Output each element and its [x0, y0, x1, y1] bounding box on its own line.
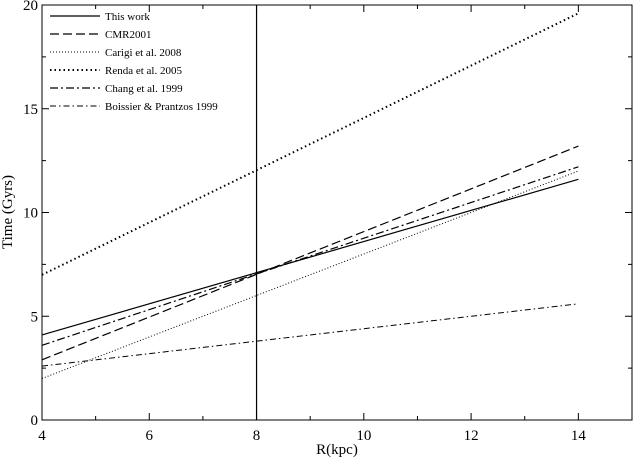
legend-label-2: Carigi et al. 2008 [105, 47, 182, 59]
x-tick-label: 4 [38, 428, 46, 444]
y-tick-label: 20 [23, 0, 38, 14]
series-line-0 [41, 178, 579, 336]
legend-label-0: This work [105, 11, 150, 23]
series-line-5 [41, 303, 579, 367]
y-tick-label: 15 [23, 102, 38, 118]
x-tick-label: 8 [253, 428, 261, 444]
legend-label-1: CMR2001 [105, 29, 151, 41]
y-tick-label: 0 [31, 413, 39, 429]
y-tick-label: 10 [23, 206, 38, 222]
x-tick-label: 10 [356, 428, 371, 444]
series-line-3 [41, 12, 579, 276]
legend-label-4: Chang et al. 1999 [105, 83, 183, 95]
x-tick-label: 14 [571, 428, 587, 444]
legend-label-3: Renda et al. 2005 [105, 65, 182, 77]
series-line-4 [41, 166, 579, 346]
legend: This work CMR2001 Carigi et al. 2008 Renda … [50, 11, 218, 113]
series-line-1 [41, 145, 579, 361]
y-tick-label: 5 [31, 309, 39, 325]
y-axis-label: Time (Gyrs) [0, 175, 16, 249]
x-axis-label: R(kpc) [316, 442, 358, 458]
legend-label-5: Boissier & Prantzos 1999 [105, 101, 218, 113]
x-tick-label: 12 [464, 428, 479, 444]
x-tick-label: 6 [146, 428, 154, 444]
